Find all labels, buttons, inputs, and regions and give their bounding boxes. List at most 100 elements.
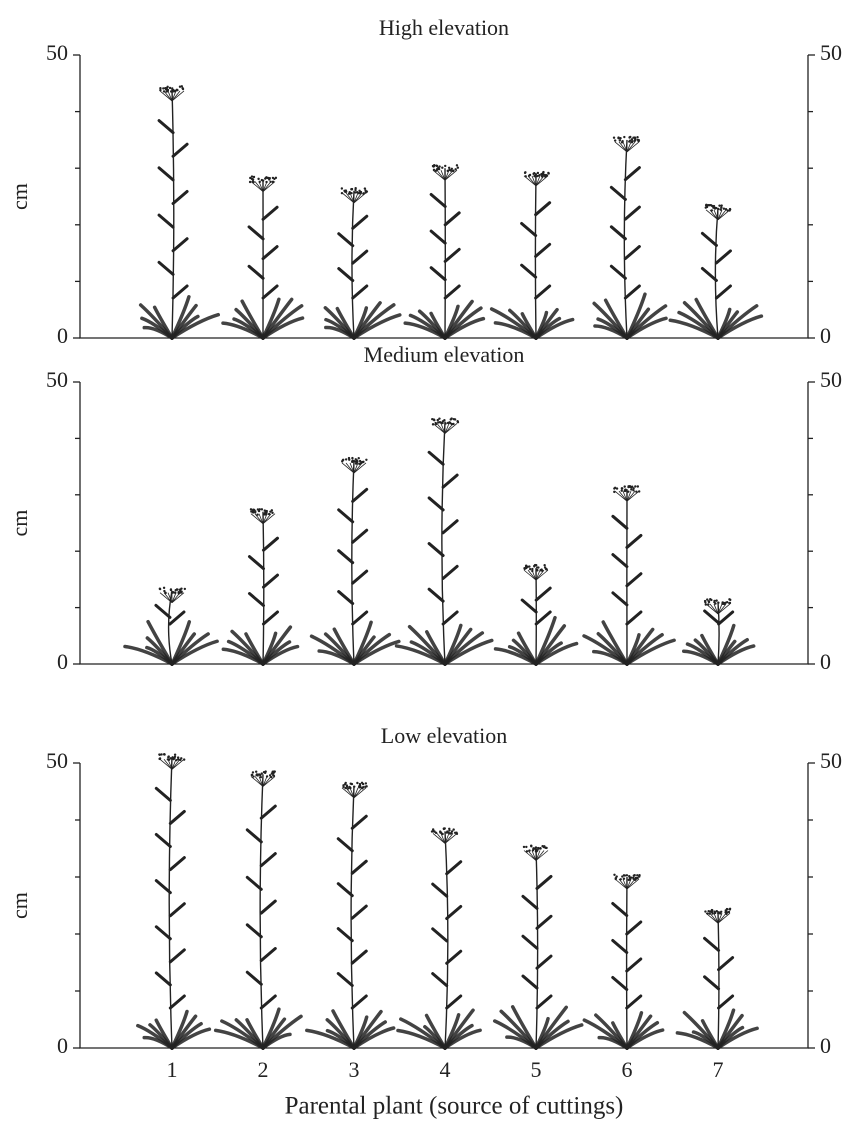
flower [706,598,709,601]
flower [342,785,345,789]
pedicel [440,833,446,844]
flower [528,849,531,852]
pedicel [444,423,450,434]
pedicel [444,169,454,181]
flower [451,169,455,173]
flower [713,911,717,915]
pedicel [163,592,173,603]
flower [545,846,548,850]
flower [166,758,170,761]
stem-leaf [351,214,369,230]
stem-leaf [534,610,552,626]
flower [623,489,627,492]
pedicel [535,850,549,861]
flower [728,601,732,605]
pedicel [353,192,359,203]
flower [623,135,626,139]
pedicel [535,850,545,861]
pedicel [705,912,719,924]
stem-leaf [717,610,735,626]
rosette-leaf [152,305,174,340]
stem-leaf [427,587,445,603]
rosette-leaf [424,1013,447,1050]
flower [270,775,273,779]
flower [273,770,276,773]
pedicel [614,878,628,890]
plant [123,586,219,666]
flower [442,827,446,831]
pedicel [535,175,541,187]
stem-leaf [445,994,463,1010]
stem-leaf [157,213,175,229]
pedicel [713,603,719,615]
flower [617,136,620,139]
flower [174,591,177,595]
flower [441,420,445,423]
stem-leaf [611,976,629,991]
rosette-leaf [170,1009,189,1050]
flower [434,169,438,172]
flower [717,207,720,211]
flower [441,832,444,836]
flower [267,512,271,516]
flower [613,873,616,876]
flower [455,164,459,167]
flower [175,758,178,762]
flower [636,136,639,139]
stem-leaf [717,994,735,1010]
x-tick-label: 4 [440,1057,451,1082]
flower [179,589,182,592]
flower [620,487,624,490]
pedicel [250,181,264,192]
pedicel [250,776,264,787]
flower [705,205,709,209]
flower [271,180,275,184]
y-tick-label-right: 0 [820,1033,831,1058]
flower [438,417,441,420]
flower [628,136,631,139]
stem-leaf [427,450,445,466]
rosette-leaf [625,1011,644,1050]
pedicel [717,209,727,221]
flower [450,167,454,171]
rosette-leaf [510,1005,538,1050]
flower [710,209,714,212]
flower [163,753,166,756]
stem-leaf [337,267,355,283]
rosette-leaf [429,311,447,340]
flower [627,878,631,882]
flower [351,456,354,460]
pedicel [159,90,173,102]
plant-stem [717,911,720,1049]
flower [622,877,626,880]
flower [533,847,537,851]
stem-leaf [623,284,641,300]
pedicel [167,759,173,770]
flower [340,191,344,195]
flower [537,566,540,569]
rosette-leaf [352,1015,369,1050]
flower [455,831,458,834]
flower [354,186,357,190]
stem-leaf [157,119,175,135]
flower [173,755,177,758]
flower [720,910,723,913]
flower [628,139,632,142]
stem-leaf [623,205,641,221]
stem-leaf [703,975,721,991]
stem-leaf [154,879,172,895]
pedicel [523,569,537,581]
flower [439,421,443,424]
x-axis-label: Parental plant (source of cuttings) [285,1093,624,1120]
stem-leaf [336,882,354,898]
flower [158,587,162,591]
pedicel [353,787,359,798]
pedicel [614,141,628,153]
pedicel [626,490,636,502]
flower [354,191,357,194]
flower [633,873,636,877]
pedicel [258,513,264,524]
plant [489,170,575,340]
flower [434,831,438,835]
pedicel [167,592,173,603]
